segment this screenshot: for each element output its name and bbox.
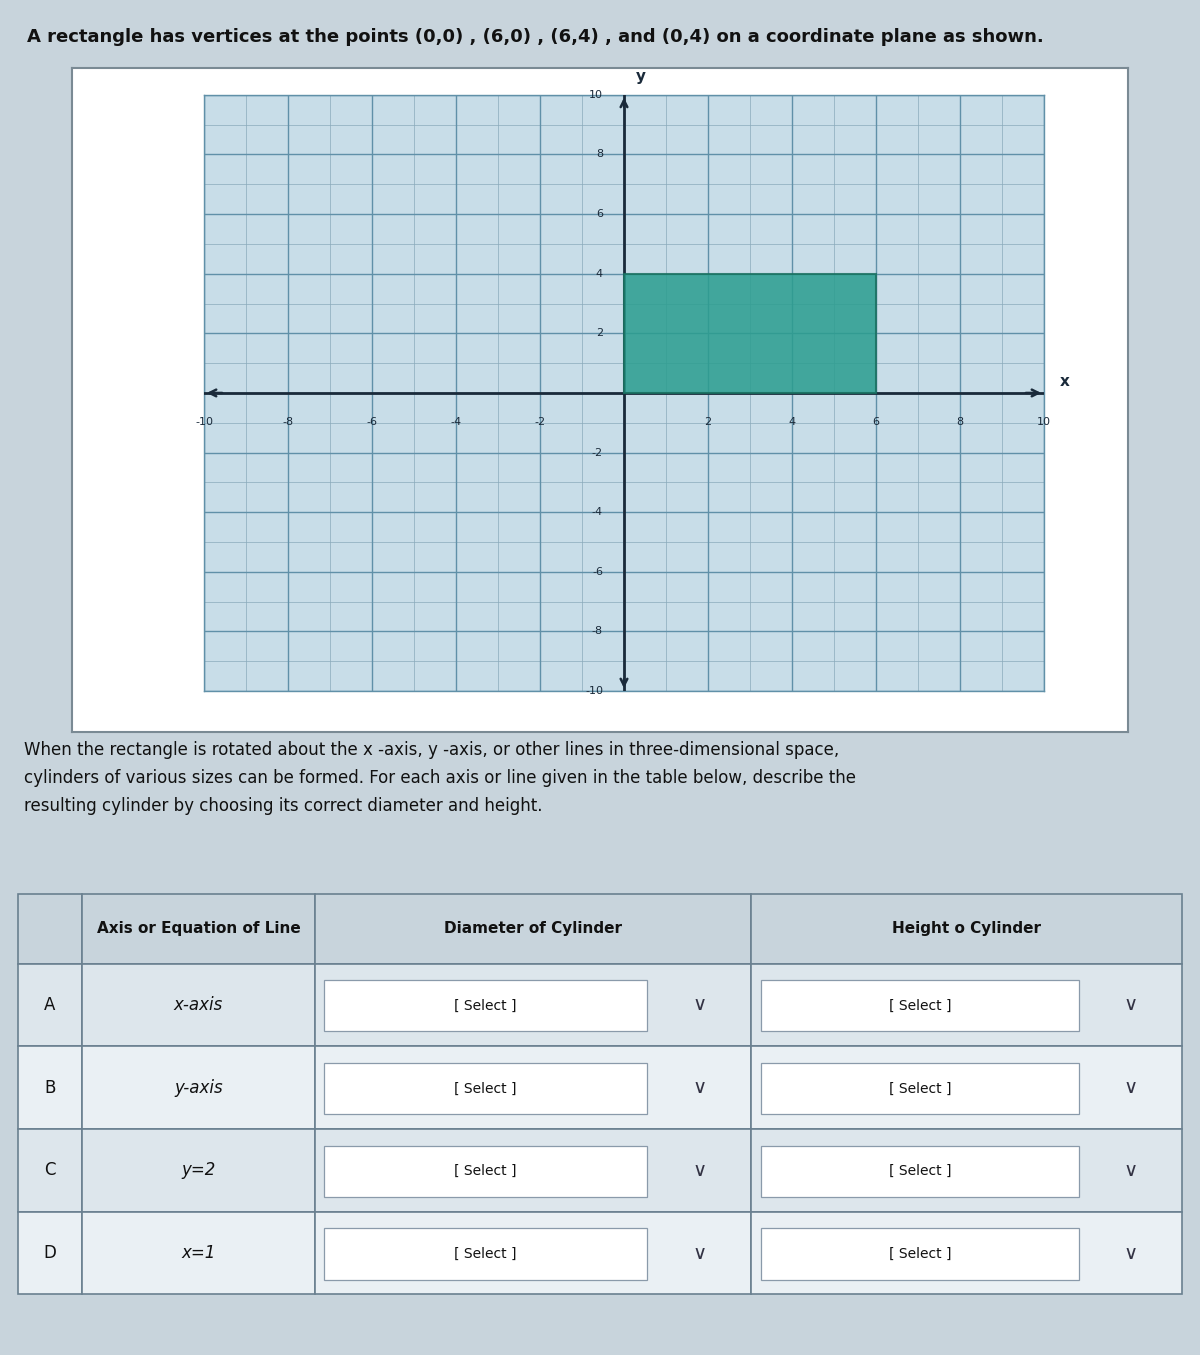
Bar — [324, 980, 647, 1031]
Bar — [18, 1211, 82, 1294]
Text: 8: 8 — [596, 149, 604, 160]
Bar — [314, 1211, 751, 1294]
Text: [ Select ]: [ Select ] — [889, 999, 952, 1012]
Text: ∨: ∨ — [1123, 996, 1138, 1015]
Text: 2: 2 — [596, 328, 604, 339]
Text: 6: 6 — [596, 209, 604, 220]
Text: -4: -4 — [592, 507, 604, 518]
Text: C: C — [44, 1161, 55, 1179]
Text: -8: -8 — [592, 626, 604, 637]
Text: -2: -2 — [592, 447, 604, 458]
Bar — [18, 963, 82, 1046]
Bar — [82, 963, 314, 1046]
Text: B: B — [44, 1079, 55, 1096]
Text: ∨: ∨ — [692, 1244, 707, 1263]
Bar — [751, 1129, 1182, 1211]
Text: ∨: ∨ — [692, 996, 707, 1015]
Text: Axis or Equation of Line: Axis or Equation of Line — [96, 921, 300, 936]
Text: [ Select ]: [ Select ] — [455, 1247, 517, 1262]
Bar — [82, 1046, 314, 1129]
Text: ∨: ∨ — [692, 1079, 707, 1098]
Text: -6: -6 — [366, 417, 378, 427]
Text: A: A — [44, 996, 55, 1014]
Bar — [314, 1046, 751, 1129]
Text: 10: 10 — [589, 89, 604, 100]
Bar — [761, 980, 1079, 1031]
Bar — [314, 1129, 751, 1211]
Text: -10: -10 — [194, 417, 214, 427]
Text: x-axis: x-axis — [174, 996, 223, 1014]
Bar — [761, 1229, 1079, 1279]
Text: 4: 4 — [788, 417, 796, 427]
Text: y: y — [636, 69, 646, 84]
Bar — [324, 1229, 647, 1279]
Bar — [751, 1211, 1182, 1294]
Bar — [82, 1211, 314, 1294]
Text: ∨: ∨ — [692, 1161, 707, 1180]
Bar — [761, 1062, 1079, 1114]
Bar — [324, 1145, 647, 1196]
Text: When the rectangle is rotated about the x -axis, y -axis, or other lines in thre: When the rectangle is rotated about the … — [24, 741, 856, 814]
Bar — [314, 894, 751, 963]
Bar — [314, 963, 751, 1046]
Bar — [751, 894, 1182, 963]
Bar — [624, 274, 876, 393]
Text: ∨: ∨ — [1123, 1244, 1138, 1263]
Text: -10: -10 — [586, 686, 604, 696]
Text: 10: 10 — [1037, 417, 1051, 427]
Text: Diameter of Cylinder: Diameter of Cylinder — [444, 921, 622, 936]
Text: y-axis: y-axis — [174, 1079, 223, 1096]
Text: [ Select ]: [ Select ] — [889, 1081, 952, 1096]
Text: -8: -8 — [282, 417, 294, 427]
Bar — [18, 894, 82, 963]
Text: -6: -6 — [592, 566, 604, 577]
Text: x: x — [1060, 374, 1070, 389]
Text: y=2: y=2 — [181, 1161, 216, 1179]
Text: D: D — [43, 1244, 56, 1262]
Text: [ Select ]: [ Select ] — [889, 1247, 952, 1262]
Text: A rectangle has vertices at the points (0,0) , (6,0) , (6,4) , and (0,4) on a co: A rectangle has vertices at the points (… — [28, 27, 1044, 46]
Text: 4: 4 — [596, 268, 604, 279]
Text: Height o Cylinder: Height o Cylinder — [892, 921, 1042, 936]
Text: [ Select ]: [ Select ] — [889, 1164, 952, 1179]
Text: 2: 2 — [704, 417, 712, 427]
Bar — [751, 963, 1182, 1046]
Text: x=1: x=1 — [181, 1244, 216, 1262]
Text: [ Select ]: [ Select ] — [455, 1081, 517, 1096]
Bar — [324, 1062, 647, 1114]
Bar — [761, 1145, 1079, 1196]
Text: [ Select ]: [ Select ] — [455, 999, 517, 1012]
Text: 6: 6 — [872, 417, 880, 427]
Text: [ Select ]: [ Select ] — [455, 1164, 517, 1179]
Text: ∨: ∨ — [1123, 1079, 1138, 1098]
Bar — [82, 1129, 314, 1211]
Text: -2: -2 — [534, 417, 546, 427]
Text: 8: 8 — [956, 417, 964, 427]
Text: -4: -4 — [450, 417, 462, 427]
Bar — [82, 894, 314, 963]
Bar — [751, 1046, 1182, 1129]
Bar — [18, 1046, 82, 1129]
Text: ∨: ∨ — [1123, 1161, 1138, 1180]
Bar — [18, 1129, 82, 1211]
